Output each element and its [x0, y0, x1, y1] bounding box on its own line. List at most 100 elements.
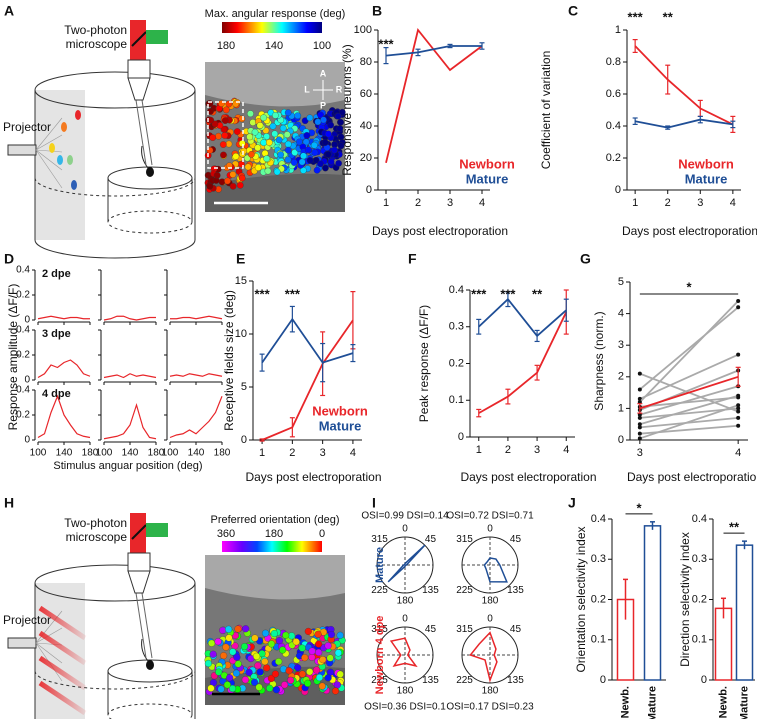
detector	[146, 30, 168, 44]
y-tick-label: 0.2	[16, 350, 30, 361]
point	[736, 305, 741, 310]
fish	[141, 145, 149, 169]
cell	[219, 626, 227, 634]
objective	[127, 59, 151, 79]
significance: **	[663, 9, 674, 24]
cell	[240, 643, 249, 651]
cell	[209, 134, 217, 141]
stimulus-dot	[71, 180, 77, 190]
cell	[267, 640, 276, 648]
cell	[267, 674, 275, 682]
response-curve	[169, 373, 223, 377]
cell-index: OSI=0.72 DSI=0.71	[446, 511, 534, 522]
cell	[228, 684, 237, 693]
cell	[279, 646, 287, 654]
cell	[254, 164, 262, 171]
cell	[306, 668, 314, 676]
cell	[317, 160, 324, 168]
panel-label: E	[236, 251, 245, 267]
cell	[238, 115, 246, 123]
x-axis-label: Days post electroporation	[622, 224, 757, 238]
cell	[238, 140, 246, 147]
bar	[643, 525, 662, 681]
angle-label: 0	[487, 614, 493, 625]
response-curve	[103, 373, 157, 379]
y-tick-label: 0.6	[606, 88, 621, 100]
cell	[318, 682, 326, 690]
y-tick-label: 0	[241, 434, 247, 446]
x-axis-label: Days post electroporation	[245, 470, 381, 484]
fish	[141, 638, 149, 662]
projection-ray	[35, 149, 63, 153]
angle-label: 45	[510, 624, 522, 635]
cell	[229, 648, 237, 656]
compass-label: R	[336, 84, 343, 94]
projector-label: Projector	[3, 613, 51, 627]
cell	[242, 625, 250, 633]
significance: **	[729, 520, 740, 535]
x-tick-label: 2	[415, 197, 421, 209]
point	[637, 436, 642, 441]
y-tick-label: 0.1	[692, 634, 707, 646]
panel-label: I	[372, 495, 376, 511]
y-tick-label: 0.2	[16, 410, 30, 421]
y-tick-label: 0	[701, 674, 707, 686]
row-label: 4 dpe	[42, 388, 71, 400]
x-tick-label: 3	[697, 197, 703, 209]
legend-entry: Mature	[319, 418, 362, 433]
angle-label: 135	[422, 585, 439, 596]
panel-label: G	[580, 251, 591, 267]
x-tick-label: 4	[730, 197, 736, 209]
y-tick-label: 0	[24, 315, 30, 326]
cell	[312, 666, 321, 674]
cell	[275, 136, 283, 144]
panel-label: C	[568, 3, 578, 19]
cell	[247, 110, 254, 118]
y-tick-label: 0	[24, 375, 30, 386]
cell	[270, 630, 278, 638]
panel-label: F	[408, 251, 417, 267]
colorbar-tick: 180	[265, 528, 283, 540]
cell	[255, 683, 263, 691]
colorbar-title: Max. angular response (deg)	[205, 8, 346, 20]
y-tick-label: 40	[360, 120, 372, 132]
cell-index: OSI=0.17 DSI=0.23	[446, 702, 534, 713]
significance: **	[532, 286, 543, 301]
cell	[233, 128, 241, 135]
x-tick-label: 4	[735, 447, 741, 459]
cell	[219, 141, 227, 148]
cell	[331, 146, 338, 154]
x-tick-label: 3	[320, 447, 326, 459]
stimulus-dot	[67, 155, 73, 165]
mirror	[131, 524, 147, 540]
cell	[245, 668, 253, 676]
fish-head	[146, 660, 154, 670]
cell	[224, 177, 231, 185]
x-axis-label: Days post electroporation	[460, 470, 596, 484]
angle-label: 45	[425, 624, 437, 635]
cell	[284, 156, 292, 164]
x-tick-label: Newb.	[717, 686, 729, 718]
cell	[260, 114, 267, 122]
response-curve	[169, 396, 223, 439]
x-tick-label: 2	[289, 447, 295, 459]
response-curve	[103, 315, 156, 321]
cell	[314, 630, 322, 638]
cell	[296, 138, 303, 146]
cell-index: OSI=0.36 DSI=0.1	[364, 702, 446, 713]
y-axis-label: Responsive neurons (%)	[340, 44, 354, 175]
x-tick-label: 140	[122, 448, 139, 459]
projection-ray	[35, 610, 63, 644]
y-tick-label: 2	[618, 371, 624, 383]
x-tick-label: 4	[563, 444, 569, 456]
cell	[229, 182, 237, 190]
cell	[213, 172, 221, 179]
row-label: 2 dpe	[42, 268, 71, 280]
legend-entry: Newborn	[459, 156, 515, 171]
cell	[334, 649, 342, 657]
stimulus-dot	[75, 110, 81, 120]
x-tick-label: 100	[162, 448, 179, 459]
cylinder-mid	[34, 177, 196, 197]
